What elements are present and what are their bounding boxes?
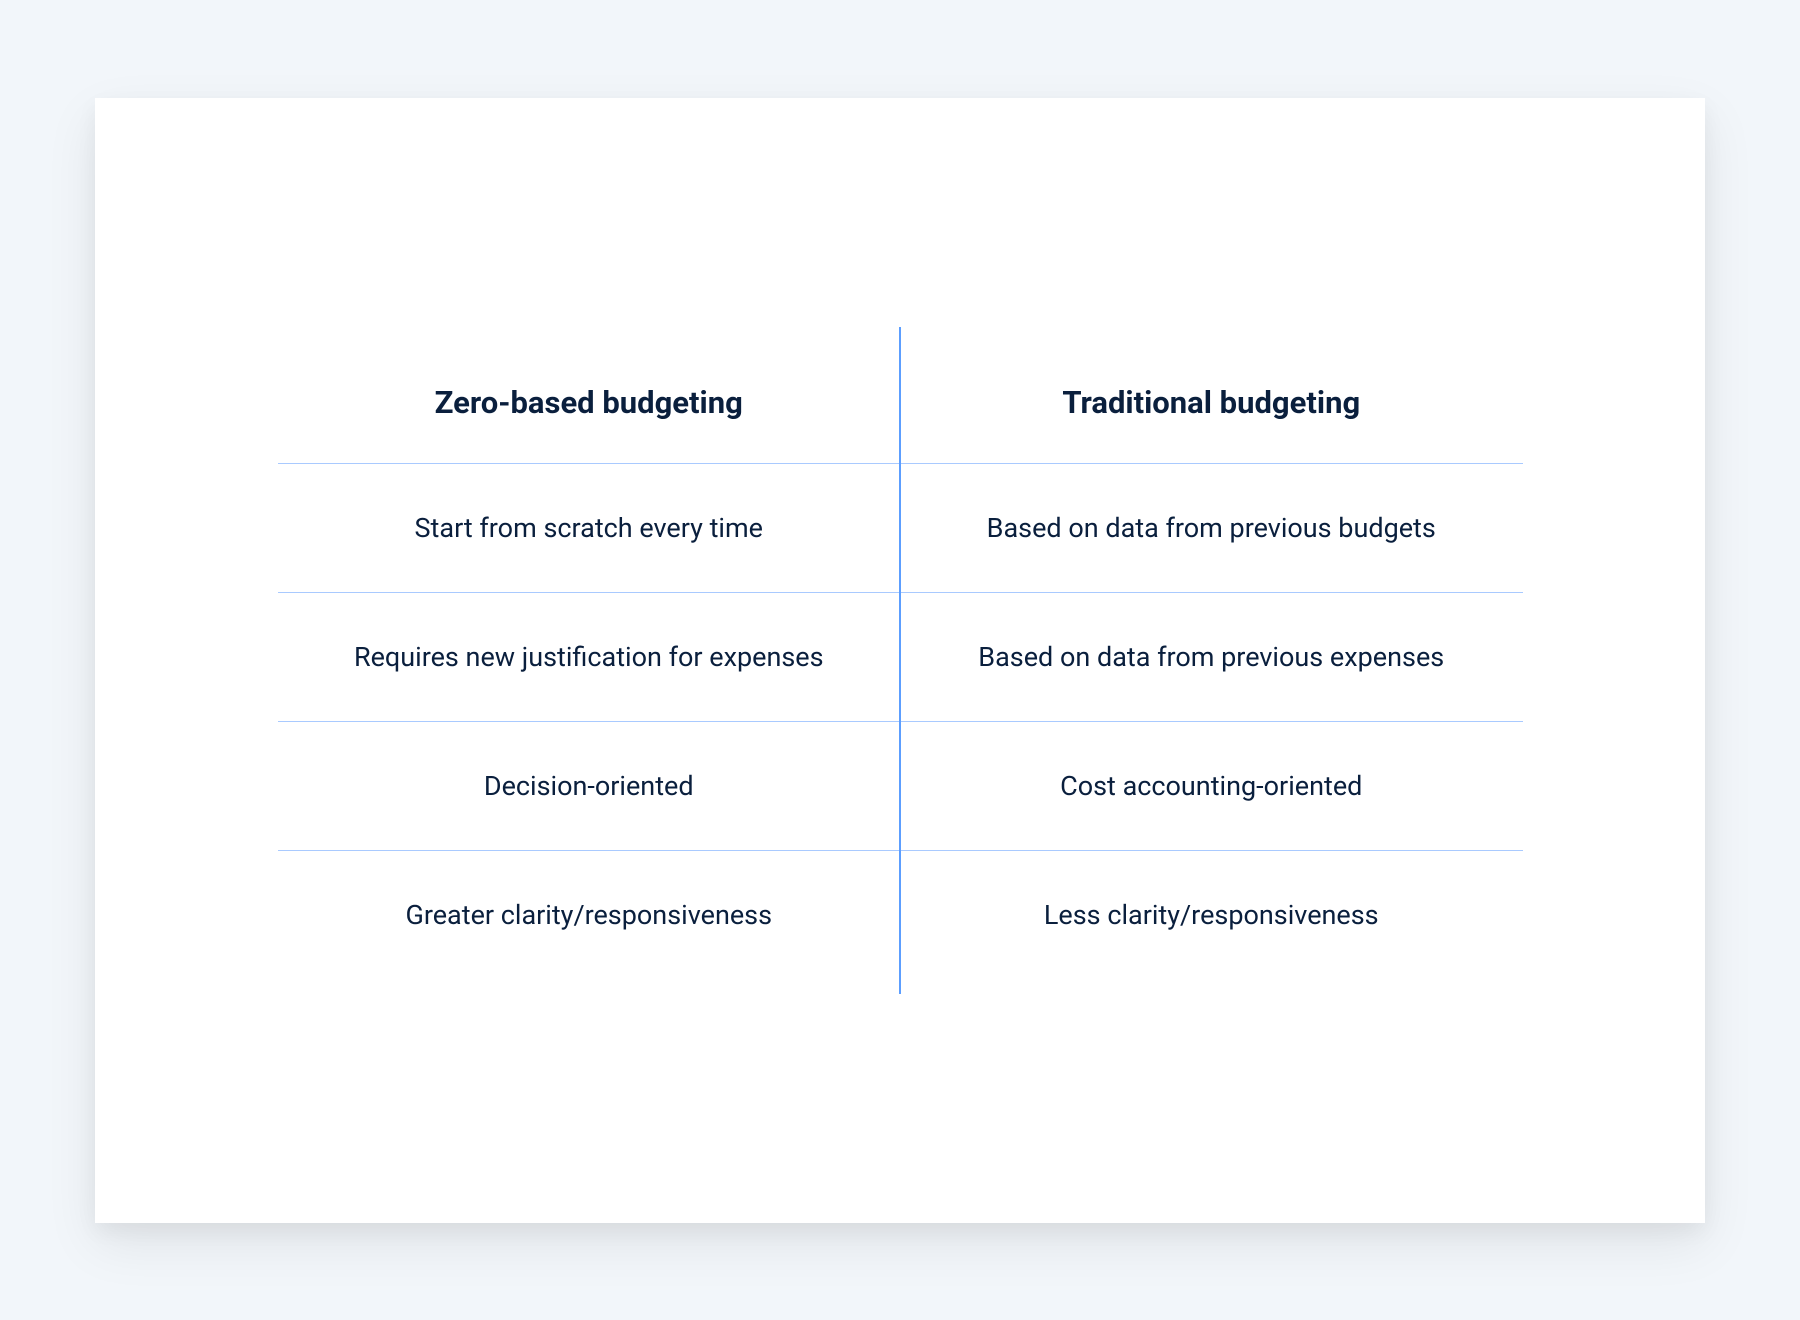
cell-left: Start from scratch every time (278, 464, 901, 592)
cell-left: Decision-oriented (278, 722, 901, 850)
comparison-card: Zero-based budgeting Traditional budgeti… (95, 98, 1705, 1223)
comparison-table: Zero-based budgeting Traditional budgeti… (278, 342, 1523, 979)
cell-right: Cost accounting-oriented (900, 722, 1523, 850)
vertical-divider (899, 327, 901, 994)
column-header-left: Zero-based budgeting (278, 342, 901, 463)
cell-left: Requires new justification for expenses (278, 593, 901, 721)
cell-left: Greater clarity/responsiveness (278, 851, 901, 979)
cell-right: Less clarity/responsiveness (900, 851, 1523, 979)
column-header-right: Traditional budgeting (900, 342, 1523, 463)
cell-right: Based on data from previous budgets (900, 464, 1523, 592)
cell-right: Based on data from previous expenses (900, 593, 1523, 721)
